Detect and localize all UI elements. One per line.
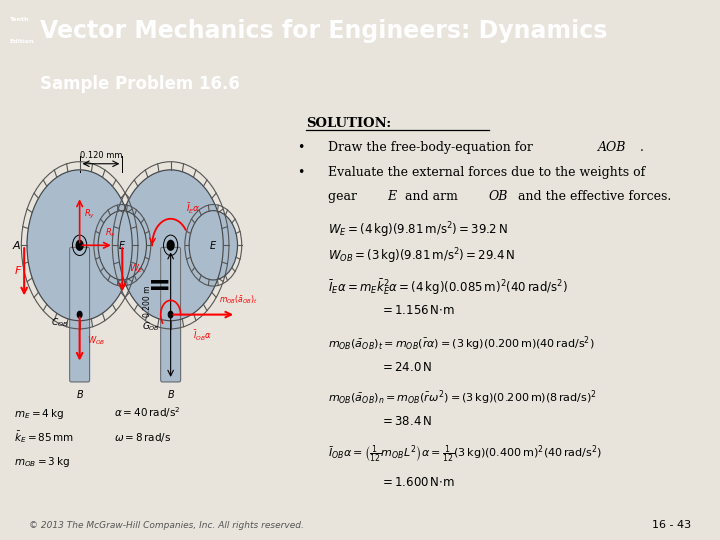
- Text: $R_y$: $R_y$: [84, 208, 95, 221]
- FancyBboxPatch shape: [70, 247, 89, 382]
- Text: $O$: $O$: [76, 240, 84, 251]
- Text: 0.200 m: 0.200 m: [143, 285, 153, 316]
- Text: E: E: [387, 190, 396, 203]
- Text: =: =: [148, 272, 171, 300]
- Circle shape: [189, 211, 238, 280]
- Text: $W_{OB}=(3\,\mathrm{kg})(9.81\,\mathrm{m/s}^2)=29.4\,\mathrm{N}$: $W_{OB}=(3\,\mathrm{kg})(9.81\,\mathrm{m…: [328, 246, 516, 266]
- Text: $W_E=(4\,\mathrm{kg})(9.81\,\mathrm{m/s}^2)=39.2\,\mathrm{N}$: $W_E=(4\,\mathrm{kg})(9.81\,\mathrm{m/s}…: [328, 221, 508, 240]
- Text: $\bar{I}_E\alpha$: $\bar{I}_E\alpha$: [186, 202, 201, 216]
- Text: •: •: [297, 141, 305, 154]
- Circle shape: [167, 240, 174, 250]
- Text: Edition: Edition: [9, 38, 34, 44]
- Text: AOB: AOB: [598, 141, 626, 154]
- Text: OB: OB: [488, 190, 508, 203]
- Text: Tenth: Tenth: [9, 17, 29, 22]
- Text: $m_{OB} = 3\,\mathrm{kg}$: $m_{OB} = 3\,\mathrm{kg}$: [14, 455, 70, 469]
- Text: SOLUTION:: SOLUTION:: [306, 117, 392, 130]
- Text: Sample Problem 16.6: Sample Problem 16.6: [40, 76, 240, 93]
- FancyBboxPatch shape: [161, 247, 181, 382]
- Text: $G_{OB}$: $G_{OB}$: [142, 321, 160, 333]
- Text: $m_E = 4\,\mathrm{kg}$: $m_E = 4\,\mathrm{kg}$: [14, 407, 64, 421]
- Text: gear: gear: [328, 190, 361, 203]
- Text: $\bar{I}_{OB}\alpha$: $\bar{I}_{OB}\alpha$: [194, 328, 212, 342]
- Text: and arm: and arm: [401, 190, 462, 203]
- Text: Evaluate the external forces due to the weights of: Evaluate the external forces due to the …: [328, 166, 645, 179]
- Text: $=24.0\,\mathrm{N}$: $=24.0\,\mathrm{N}$: [380, 361, 432, 374]
- Text: $=38.4\,\mathrm{N}$: $=38.4\,\mathrm{N}$: [380, 415, 432, 428]
- Text: $\bar{k}_E = 85\,\mathrm{mm}$: $\bar{k}_E = 85\,\mathrm{mm}$: [14, 429, 74, 445]
- Text: $\bar{I}_E\alpha=m_E\bar{k}_E^2\alpha=(4\,\mathrm{kg})(0.085\,\mathrm{m})^2(40\,: $\bar{I}_E\alpha=m_E\bar{k}_E^2\alpha=(4…: [328, 277, 568, 297]
- Text: 16 - 43: 16 - 43: [652, 520, 691, 530]
- Circle shape: [76, 240, 83, 250]
- Text: Vector Mechanics for Engineers: Dynamics: Vector Mechanics for Engineers: Dynamics: [40, 19, 607, 43]
- Circle shape: [118, 170, 223, 321]
- Text: $A$: $A$: [12, 239, 22, 251]
- Text: $\omega = 8\,\mathrm{rad/s}$: $\omega = 8\,\mathrm{rad/s}$: [114, 431, 171, 444]
- Text: $m_{OB}(\bar{a}_{OB})_t$: $m_{OB}(\bar{a}_{OB})_t$: [219, 293, 258, 306]
- Text: $B$: $B$: [76, 388, 84, 400]
- Text: $W_{OB}$: $W_{OB}$: [86, 334, 105, 347]
- Text: •: •: [297, 166, 305, 179]
- Text: $O$: $O$: [166, 240, 175, 251]
- Text: $=1.600\,\mathrm{N{\cdot}m}$: $=1.600\,\mathrm{N{\cdot}m}$: [380, 476, 455, 489]
- Text: $B$: $B$: [166, 388, 175, 400]
- Text: © 2013 The McGraw-Hill Companies, Inc. All rights reserved.: © 2013 The McGraw-Hill Companies, Inc. A…: [29, 521, 304, 530]
- Circle shape: [77, 312, 82, 318]
- Text: $C_{OB}$: $C_{OB}$: [51, 316, 68, 329]
- Text: Draw the free-body-equation for: Draw the free-body-equation for: [328, 141, 537, 154]
- Text: and the effective forces.: and the effective forces.: [514, 190, 672, 203]
- Text: $E$: $E$: [210, 239, 217, 251]
- Text: $E$: $E$: [118, 239, 127, 251]
- Text: $R_x$: $R_x$: [105, 226, 117, 239]
- Circle shape: [27, 170, 132, 321]
- Text: $m_{OB}(\bar{a}_{OB})_t=m_{OB}(\bar{r}\alpha)=(3\,\mathrm{kg})(0.200\,\mathrm{m}: $m_{OB}(\bar{a}_{OB})_t=m_{OB}(\bar{r}\a…: [328, 334, 595, 353]
- Text: .: .: [639, 141, 643, 154]
- Text: $=1.156\,\mathrm{N{\cdot}m}$: $=1.156\,\mathrm{N{\cdot}m}$: [380, 305, 455, 318]
- Circle shape: [168, 312, 173, 318]
- Text: $\bar{I}_{OB}\alpha=\left(\frac{1}{12}m_{OB}L^2\right)\alpha=\frac{1}{12}(3\,\ma: $\bar{I}_{OB}\alpha=\left(\frac{1}{12}m_…: [328, 444, 602, 465]
- Text: $\alpha = 40\,\mathrm{rad/s}^2$: $\alpha = 40\,\mathrm{rad/s}^2$: [114, 404, 180, 420]
- Text: $m_{OB}(\bar{a}_{OB})_n=m_{OB}(\bar{r}\omega^2)=(3\,\mathrm{kg})(0.200\,\mathrm{: $m_{OB}(\bar{a}_{OB})_n=m_{OB}(\bar{r}\o…: [328, 388, 597, 407]
- Text: 0.120 mm: 0.120 mm: [80, 151, 122, 160]
- Text: $F$: $F$: [14, 264, 23, 276]
- Circle shape: [98, 211, 146, 280]
- Text: $W_E$: $W_E$: [130, 263, 144, 275]
